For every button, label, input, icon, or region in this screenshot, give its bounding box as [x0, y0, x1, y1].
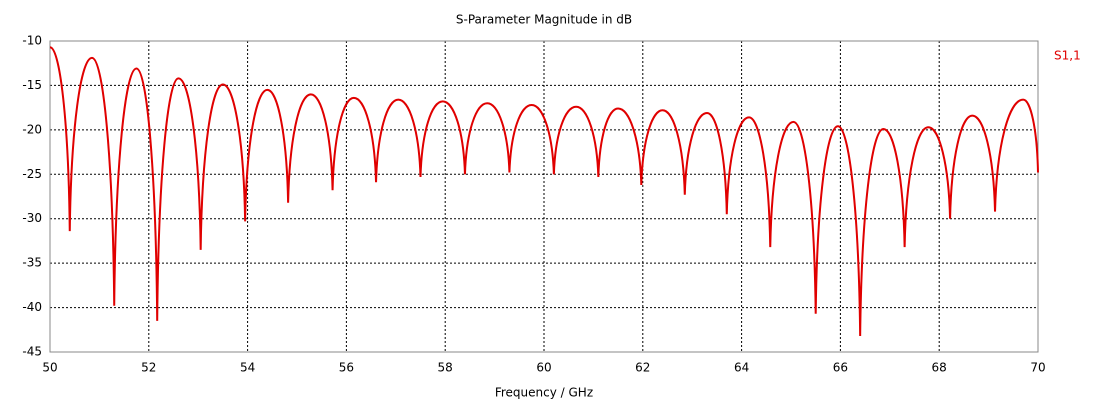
chart-title: S-Parameter Magnitude in dB — [456, 13, 632, 27]
x-tick-label: 60 — [536, 361, 551, 375]
y-tick-label: -40 — [22, 300, 42, 314]
y-tick-label: -10 — [22, 34, 42, 48]
x-tick-label: 62 — [635, 361, 650, 375]
legend-label: S1,1 — [1054, 49, 1081, 63]
x-tick-label: 56 — [339, 361, 354, 375]
y-tick-label: -25 — [22, 167, 42, 181]
x-tick-label: 68 — [932, 361, 947, 375]
x-tick-label: 50 — [42, 361, 57, 375]
series-line — [49, 46, 1039, 337]
y-tick-label: -20 — [22, 122, 42, 136]
x-tick-label: 64 — [734, 361, 749, 375]
x-tick-label: 52 — [141, 361, 156, 375]
y-tick-label: -15 — [22, 78, 42, 92]
x-tick-label: 58 — [438, 361, 453, 375]
y-tick-label: -35 — [22, 256, 42, 270]
y-tick-label: -30 — [22, 211, 42, 225]
x-tick-label: 70 — [1030, 361, 1045, 375]
x-axis-label: Frequency / GHz — [495, 386, 593, 400]
x-tick-label: 54 — [240, 361, 255, 375]
plot-frame — [49, 40, 1039, 353]
x-tick-label: 66 — [833, 361, 848, 375]
y-tick-label: -45 — [22, 345, 42, 359]
